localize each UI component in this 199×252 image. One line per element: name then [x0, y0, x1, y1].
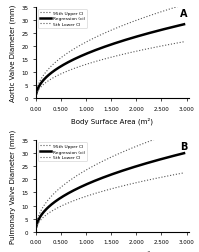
Regression (ci)	[123, 169, 125, 172]
Text: B: B	[180, 141, 187, 151]
Line: 5th Lower CI: 5th Lower CI	[36, 173, 184, 228]
5th Lower CI	[169, 174, 171, 177]
5th Lower CI	[123, 184, 125, 187]
Regression (ci)	[123, 40, 125, 43]
X-axis label: Body Surface Area (m²): Body Surface Area (m²)	[71, 250, 153, 252]
X-axis label: Body Surface Area (m²): Body Surface Area (m²)	[71, 117, 153, 125]
Y-axis label: Aortic Valve Diameter (mm): Aortic Valve Diameter (mm)	[9, 5, 16, 102]
Regression (ci)	[123, 40, 125, 43]
5th Lower CI	[160, 176, 162, 179]
95th Upper CI	[123, 24, 125, 27]
95th Upper CI	[35, 223, 38, 226]
Legend: 95th Upper CI, Regression (ci), 5th Lower CI: 95th Upper CI, Regression (ci), 5th Lowe…	[38, 143, 87, 161]
Regression (ci)	[36, 223, 38, 226]
95th Upper CI	[169, 133, 171, 136]
95th Upper CI	[183, 128, 185, 131]
95th Upper CI	[160, 11, 162, 14]
95th Upper CI	[123, 150, 125, 153]
Regression (ci)	[126, 168, 128, 171]
5th Lower CI	[36, 225, 38, 228]
Regression (ci)	[183, 152, 185, 155]
5th Lower CI	[35, 94, 38, 97]
Line: 95th Upper CI: 95th Upper CI	[36, 6, 184, 93]
Regression (ci)	[169, 155, 171, 159]
Regression (ci)	[160, 158, 162, 161]
Regression (ci)	[123, 169, 125, 172]
Regression (ci)	[126, 39, 128, 42]
Line: Regression (ci): Regression (ci)	[36, 25, 184, 94]
Line: 5th Lower CI: 5th Lower CI	[36, 43, 184, 95]
5th Lower CI	[126, 184, 128, 187]
95th Upper CI	[36, 89, 38, 92]
5th Lower CI	[160, 45, 162, 48]
Legend: 95th Upper CI, Regression (ci), 5th Lower CI: 95th Upper CI, Regression (ci), 5th Lowe…	[38, 10, 87, 29]
5th Lower CI	[183, 41, 185, 44]
5th Lower CI	[123, 53, 125, 56]
Regression (ci)	[160, 29, 162, 32]
Text: A: A	[180, 9, 187, 18]
Y-axis label: Pulmonary Valve Diameter (mm): Pulmonary Valve Diameter (mm)	[9, 129, 16, 243]
Regression (ci)	[35, 92, 38, 96]
95th Upper CI	[36, 220, 38, 224]
95th Upper CI	[183, 4, 185, 7]
5th Lower CI	[123, 184, 125, 187]
95th Upper CI	[169, 8, 171, 11]
95th Upper CI	[123, 150, 125, 153]
5th Lower CI	[36, 92, 38, 95]
Line: Regression (ci): Regression (ci)	[36, 153, 184, 227]
95th Upper CI	[126, 149, 128, 152]
95th Upper CI	[160, 136, 162, 139]
5th Lower CI	[183, 172, 185, 175]
Line: 95th Upper CI: 95th Upper CI	[36, 130, 184, 225]
5th Lower CI	[169, 44, 171, 47]
95th Upper CI	[126, 23, 128, 26]
Regression (ci)	[169, 27, 171, 30]
5th Lower CI	[126, 53, 128, 56]
Regression (ci)	[36, 90, 38, 93]
5th Lower CI	[35, 226, 38, 229]
95th Upper CI	[123, 24, 125, 27]
Regression (ci)	[183, 24, 185, 27]
5th Lower CI	[123, 53, 125, 56]
95th Upper CI	[35, 91, 38, 94]
Regression (ci)	[35, 225, 38, 228]
